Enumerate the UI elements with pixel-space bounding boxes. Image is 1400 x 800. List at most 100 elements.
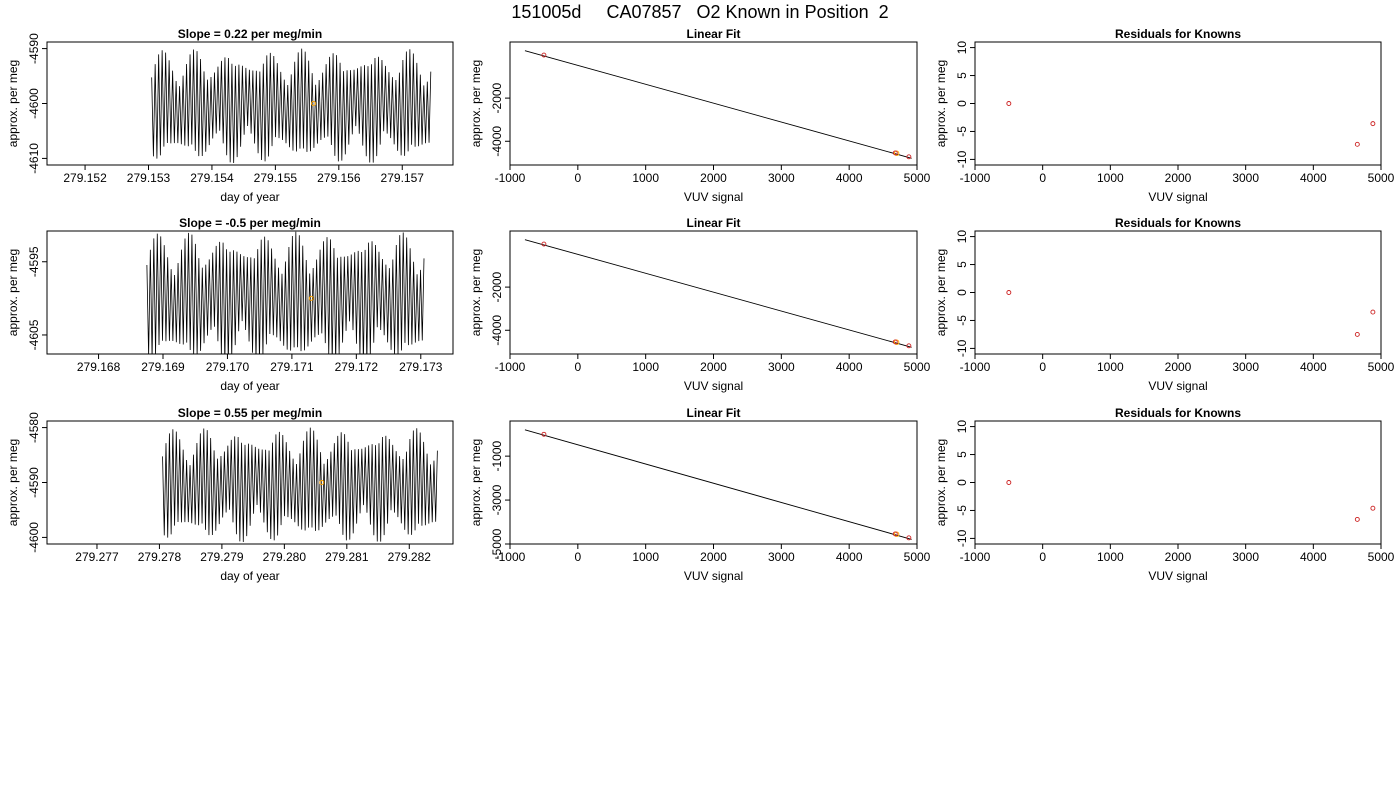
x-tick-label: 2000 (700, 360, 727, 374)
x-tick-label: 4000 (836, 550, 863, 564)
x-tick-label: 3000 (1232, 360, 1259, 374)
x-tick-label: 0 (574, 360, 581, 374)
x-tick-label: 4000 (1300, 360, 1327, 374)
known-point (541, 52, 547, 58)
chart-panel-8: Linear Fit -1000 0 1000 2000 3000 4000 5000 VUV … (469, 406, 931, 583)
plot-frame (46, 41, 454, 166)
chart-panel-2: Linear Fit -1000 0 1000 2000 3000 4000 5000 VUV … (469, 27, 931, 204)
y-tick-label: -1000 (490, 440, 504, 471)
y-axis-label: approx. per meg (469, 60, 483, 147)
y-tick-label: -10 (955, 150, 969, 168)
chart-title: Residuals for Knowns (1115, 216, 1241, 230)
y-tick-label: -2000 (490, 82, 504, 113)
chart-panel-1: Slope = 0.22 per meg/min 279.152 279.153 27… (6, 27, 454, 204)
x-tick-label: 279.173 (399, 360, 443, 374)
current-point-marker (319, 480, 325, 485)
chart-panel-7: Slope = 0.55 per meg/min 279.277 279.278 27… (6, 406, 454, 583)
x-axis-label: VUV signal (684, 190, 743, 204)
x-tick-label: 279.157 (381, 171, 425, 185)
x-tick-label: 3000 (768, 550, 795, 564)
known-point (1006, 101, 1012, 106)
x-tick-label: 2000 (1165, 550, 1192, 564)
known-point (1370, 309, 1376, 315)
y-tick-label: -4605 (27, 319, 41, 350)
y-tick-label: -5 (955, 315, 969, 326)
known-point (906, 154, 912, 160)
y-axis-label: approx. per meg (469, 439, 483, 526)
y-tick-label: -4600 (27, 522, 41, 553)
y-tick-label: 0 (955, 100, 969, 107)
plot-frame (509, 41, 918, 166)
y-tick-label: 10 (955, 420, 969, 434)
x-tick-label: 1000 (632, 550, 659, 564)
plot-frame (509, 230, 918, 355)
y-tick-label: -5000 (490, 528, 504, 559)
x-tick-label: 279.281 (325, 550, 369, 564)
known-point (1354, 331, 1360, 337)
y-axis-label: approx. per meg (469, 249, 483, 336)
chart-title: Slope = 0.22 per meg/min (178, 27, 322, 41)
data-layer (162, 427, 438, 542)
y-tick-label: -4580 (27, 412, 41, 443)
x-tick-label: 279.172 (335, 360, 379, 374)
data-layer (146, 231, 425, 354)
y-tick-label: 0 (955, 289, 969, 296)
y-tick-label: -4590 (27, 467, 41, 498)
known-point (892, 531, 898, 537)
chart-title: Linear Fit (686, 406, 740, 420)
y-tick-label: 10 (955, 230, 969, 244)
known-point (906, 343, 912, 349)
x-tick-label: 279.279 (200, 550, 244, 564)
y-tick-label: -4000 (490, 126, 504, 157)
chart-title: Linear Fit (686, 27, 740, 41)
x-tick-label: 4000 (1300, 550, 1327, 564)
x-tick-label: 0 (574, 171, 581, 185)
plot-frame (46, 420, 454, 545)
x-tick-label: -1000 (960, 550, 991, 564)
y-tick-label: -5 (955, 126, 969, 137)
known-point (1354, 516, 1360, 522)
data-layer (1006, 480, 1376, 522)
x-axis-label: day of year (220, 379, 279, 393)
x-tick-label: -1000 (495, 550, 526, 564)
y-tick-label: -4000 (490, 315, 504, 346)
chart-panel-5: Linear Fit -1000 0 1000 2000 3000 4000 5000 VUV … (469, 216, 931, 393)
x-tick-label: 5000 (1368, 171, 1395, 185)
data-layer (524, 239, 912, 349)
chart-title: Residuals for Knowns (1115, 27, 1241, 41)
y-tick-label: -2000 (490, 271, 504, 302)
x-tick-label: 3000 (768, 360, 795, 374)
current-point-marker (310, 101, 316, 106)
x-tick-label: 279.170 (206, 360, 250, 374)
y-tick-label: -4610 (27, 143, 41, 174)
chart-panel-3: Residuals for Knowns -1000 0 1000 2000 3000 40… (934, 27, 1395, 204)
y-axis-label: approx. per meg (934, 439, 948, 526)
x-tick-label: 2000 (700, 550, 727, 564)
x-tick-label: 279.171 (270, 360, 314, 374)
y-axis-label: approx. per meg (6, 249, 20, 336)
known-point (541, 241, 547, 247)
data-layer (524, 429, 912, 541)
x-tick-label: -1000 (495, 171, 526, 185)
x-tick-label: -1000 (960, 360, 991, 374)
y-axis-label: approx. per meg (6, 60, 20, 147)
x-tick-label: 3000 (1232, 550, 1259, 564)
plot-frame (509, 420, 918, 545)
known-point (892, 150, 898, 156)
chart-panel-6: Residuals for Knowns -1000 0 1000 2000 3000 40… (934, 216, 1395, 393)
x-tick-label: 279.278 (138, 550, 182, 564)
known-point (1006, 480, 1012, 485)
x-tick-label: 279.282 (388, 550, 432, 564)
x-tick-label: 0 (1039, 550, 1046, 564)
x-axis-label: VUV signal (1148, 569, 1207, 583)
y-tick-label: 10 (955, 41, 969, 55)
x-tick-label: -1000 (495, 360, 526, 374)
x-tick-label: 1000 (1097, 360, 1124, 374)
plot-frame (974, 230, 1382, 355)
y-tick-label: -10 (955, 529, 969, 547)
chart-title: Residuals for Knowns (1115, 406, 1241, 420)
x-tick-label: 5000 (904, 360, 931, 374)
x-axis-label: VUV signal (684, 379, 743, 393)
